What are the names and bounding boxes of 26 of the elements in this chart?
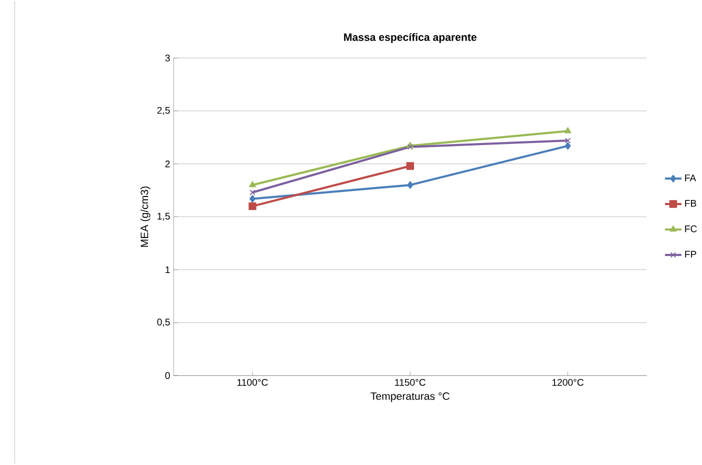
point (564, 142, 571, 150)
y-tick-label: 3 (165, 54, 170, 62)
point (407, 181, 414, 190)
point (249, 181, 256, 188)
x-tick-label: 1200°C (552, 379, 584, 386)
y-tick-label: 0 (165, 372, 170, 380)
legend-label: FP (685, 251, 696, 258)
y-tick-label: 1,5 (158, 212, 170, 221)
legend-label: FB (685, 200, 696, 207)
point (406, 162, 414, 170)
chart-title: Massa específica aparente (344, 33, 476, 44)
point (564, 138, 571, 144)
x-tick-label: 1100°C (237, 379, 268, 386)
y-tick-label: 1 (166, 266, 170, 274)
point (248, 202, 256, 210)
y-axis-title: MEA (g/cm3) (140, 186, 150, 247)
point (564, 127, 572, 134)
y-tick-label: 2 (165, 160, 170, 168)
y-tick-label: 2,5 (157, 107, 170, 116)
x-tick-label: 1150°C (395, 379, 426, 386)
point (250, 190, 256, 196)
legend-label: FC (685, 226, 697, 232)
point (249, 195, 256, 203)
legend-label: FA (685, 174, 696, 182)
y-tick-label: 0,5 (157, 318, 170, 327)
x-axis-title: Temperaturas °C (370, 392, 450, 402)
